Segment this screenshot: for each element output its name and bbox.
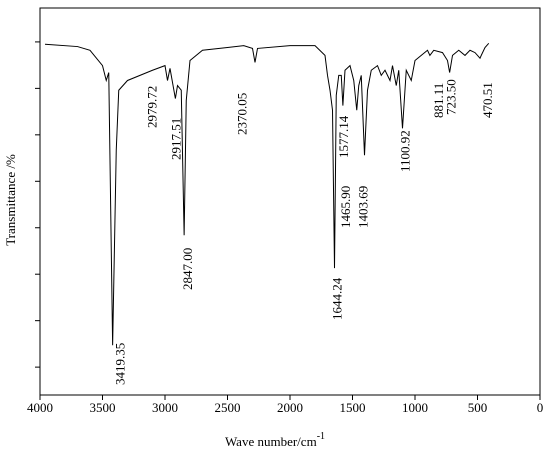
peak-label: 3419.35 [113, 343, 128, 385]
x-tick-label: 4000 [27, 400, 53, 415]
peak-label: 2370.05 [235, 93, 250, 135]
peak-label: 1403.69 [356, 186, 371, 228]
x-label-sup: -1 [317, 431, 325, 442]
x-label-main: Wave number/cm [225, 434, 317, 449]
x-tick-label: 1500 [340, 400, 366, 415]
peak-label: 2847.00 [180, 248, 195, 290]
peak-label: 2979.72 [145, 86, 160, 128]
peak-label: 1100.92 [397, 130, 412, 172]
x-tick-label: 3000 [152, 400, 178, 415]
x-tick-label: 1000 [402, 400, 428, 415]
y-axis-label: Transmittance /% [3, 154, 18, 246]
x-tick-label: 3500 [90, 400, 116, 415]
peak-label: 881.11 [431, 83, 446, 118]
peak-label: 723.50 [444, 79, 459, 115]
x-tick-label: 2500 [215, 400, 241, 415]
peak-label: 470.51 [480, 82, 495, 118]
peak-label: 1644.24 [329, 277, 344, 320]
peak-label: 2917.51 [168, 118, 183, 160]
x-tick-label: 500 [468, 400, 488, 415]
peak-label: 1465.90 [338, 186, 353, 228]
spectrum-line [44, 42, 490, 346]
x-tick-label: 2000 [277, 400, 303, 415]
x-tick-label: 0 [537, 400, 544, 415]
peak-label: 1577.14 [336, 115, 351, 158]
x-axis-label: Wave number/cm-1 [225, 431, 325, 449]
